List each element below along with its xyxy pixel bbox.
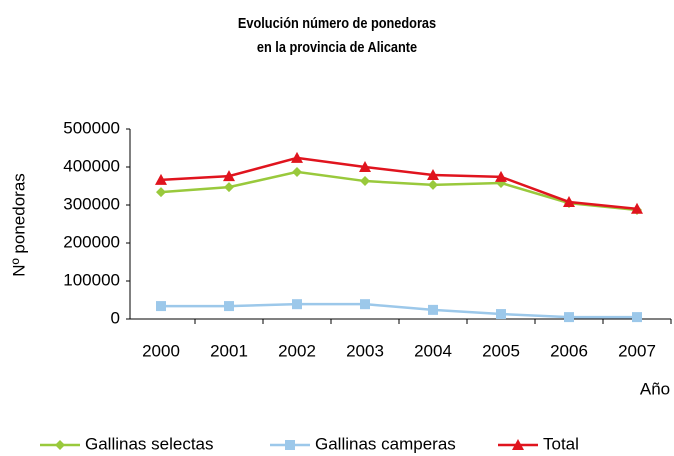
y-tick-label: 400000 bbox=[63, 156, 120, 175]
chart-title: en la provincia de Alicante bbox=[257, 38, 417, 55]
marker bbox=[292, 166, 302, 177]
marker bbox=[563, 195, 575, 207]
x-tick-label: 2007 bbox=[618, 341, 656, 360]
x-tick-label: 2005 bbox=[482, 341, 520, 360]
legend-label: Gallinas selectas bbox=[85, 434, 214, 453]
x-axis-label: Año bbox=[640, 379, 670, 398]
y-tick-label: 0 bbox=[111, 308, 120, 327]
marker bbox=[359, 161, 371, 172]
marker bbox=[360, 176, 370, 187]
marker bbox=[632, 312, 642, 323]
marker bbox=[156, 187, 166, 198]
marker bbox=[495, 170, 507, 182]
series-line bbox=[160, 170, 638, 212]
y-tick-label: 500000 bbox=[63, 118, 120, 137]
legend-label: Total bbox=[543, 434, 579, 453]
x-tick-label: 2000 bbox=[142, 341, 180, 360]
series-line bbox=[161, 302, 637, 319]
marker bbox=[224, 182, 234, 193]
y-tick-label: 300000 bbox=[63, 194, 120, 213]
marker bbox=[631, 202, 643, 214]
marker bbox=[428, 179, 438, 190]
legend-marker bbox=[512, 439, 524, 450]
marker bbox=[427, 168, 439, 180]
marker bbox=[291, 151, 303, 163]
legend-label: Gallinas camperas bbox=[315, 434, 456, 453]
marker bbox=[428, 304, 438, 315]
marker bbox=[292, 299, 302, 310]
x-tick-label: 2002 bbox=[278, 341, 316, 360]
series-line bbox=[160, 156, 638, 211]
legend-marker bbox=[285, 440, 295, 450]
marker bbox=[496, 309, 506, 320]
marker bbox=[224, 301, 234, 312]
chart-title: Evolución número de ponedoras bbox=[238, 14, 436, 31]
y-axis-label: Nº ponedoras bbox=[9, 173, 28, 277]
legend-marker bbox=[55, 440, 65, 450]
x-tick-label: 2001 bbox=[210, 341, 248, 360]
marker bbox=[360, 299, 370, 310]
x-tick-label: 2006 bbox=[550, 341, 588, 360]
y-tick-label: 200000 bbox=[63, 232, 120, 251]
marker bbox=[155, 173, 167, 185]
marker bbox=[156, 301, 166, 312]
x-tick-label: 2003 bbox=[346, 341, 384, 360]
marker bbox=[564, 312, 574, 323]
x-tick-label: 2004 bbox=[414, 341, 452, 360]
y-tick-label: 100000 bbox=[63, 270, 120, 289]
marker bbox=[223, 170, 235, 182]
